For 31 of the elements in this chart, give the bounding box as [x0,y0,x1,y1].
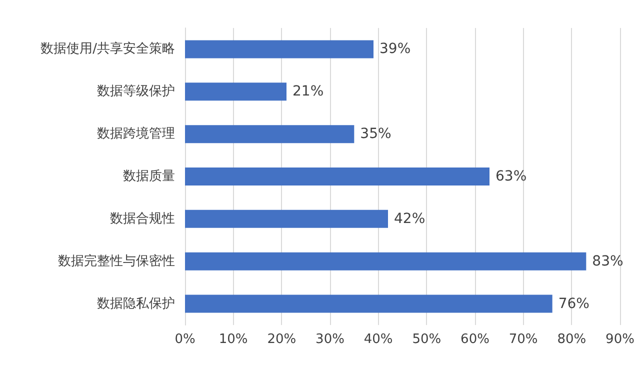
bar [185,252,586,270]
data-label: 39% [380,41,411,58]
bar [185,125,354,144]
bar [185,82,286,101]
y-tick-label: 数据完整性与保密性 [58,252,175,269]
data-label: 35% [360,126,392,142]
y-tick-label: 数据等级保护 [97,84,175,100]
y-tick-label: 数据使用/共享安全策略 [40,40,175,57]
data-label: 21% [292,84,324,100]
x-tick-label: 30% [316,332,344,347]
x-tick-label: 40% [364,332,393,347]
data-label: 83% [592,253,624,270]
y-tick-label: 数据质量 [123,169,175,184]
x-tick-label: 90% [606,332,634,347]
data-label: 76% [558,296,590,312]
x-tick-label: 50% [412,332,442,347]
y-tick-label: 数据隐私保护 [97,296,175,312]
bar [185,294,552,313]
bar [185,40,374,58]
x-tick-label: 10% [218,332,248,347]
x-tick-label: 20% [267,332,296,347]
data-label: 42% [394,210,426,227]
x-tick-label: 70% [508,332,538,347]
x-tick-label: 80% [557,332,586,347]
bar [185,210,388,228]
y-tick-label: 数据合规性 [110,211,175,226]
x-tick-label: 60% [460,332,490,347]
y-tick-label: 数据跨境管理 [97,126,175,142]
x-tick-label: 0% [174,332,196,347]
data-label: 63% [496,168,527,184]
bar [185,168,490,186]
